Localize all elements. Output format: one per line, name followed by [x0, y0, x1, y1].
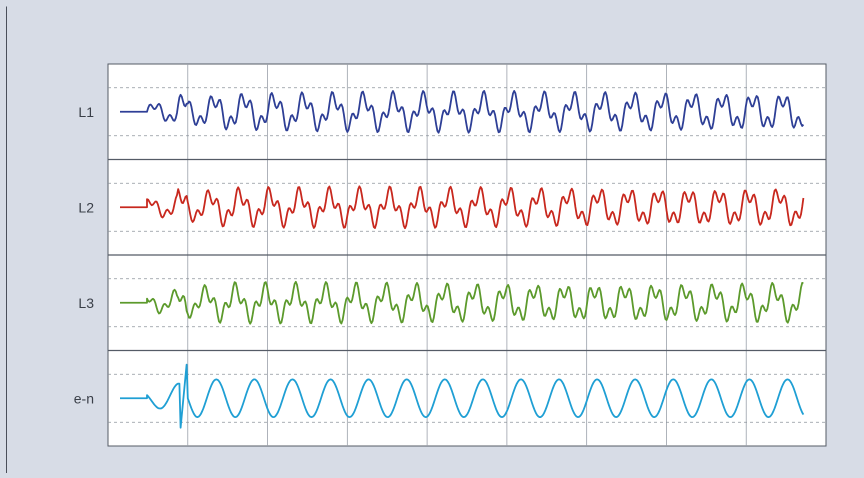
lane-label: L2: [78, 199, 94, 215]
waveform-l1: [120, 90, 805, 134]
frame-border: [6, 6, 859, 473]
lane-label: e-n: [74, 390, 94, 406]
waveform-e-n: [120, 363, 805, 429]
waveform-l3: [120, 280, 804, 325]
waveform-l2: [120, 185, 805, 230]
lane-label: L3: [78, 295, 94, 311]
lane-label: L1: [78, 104, 94, 120]
